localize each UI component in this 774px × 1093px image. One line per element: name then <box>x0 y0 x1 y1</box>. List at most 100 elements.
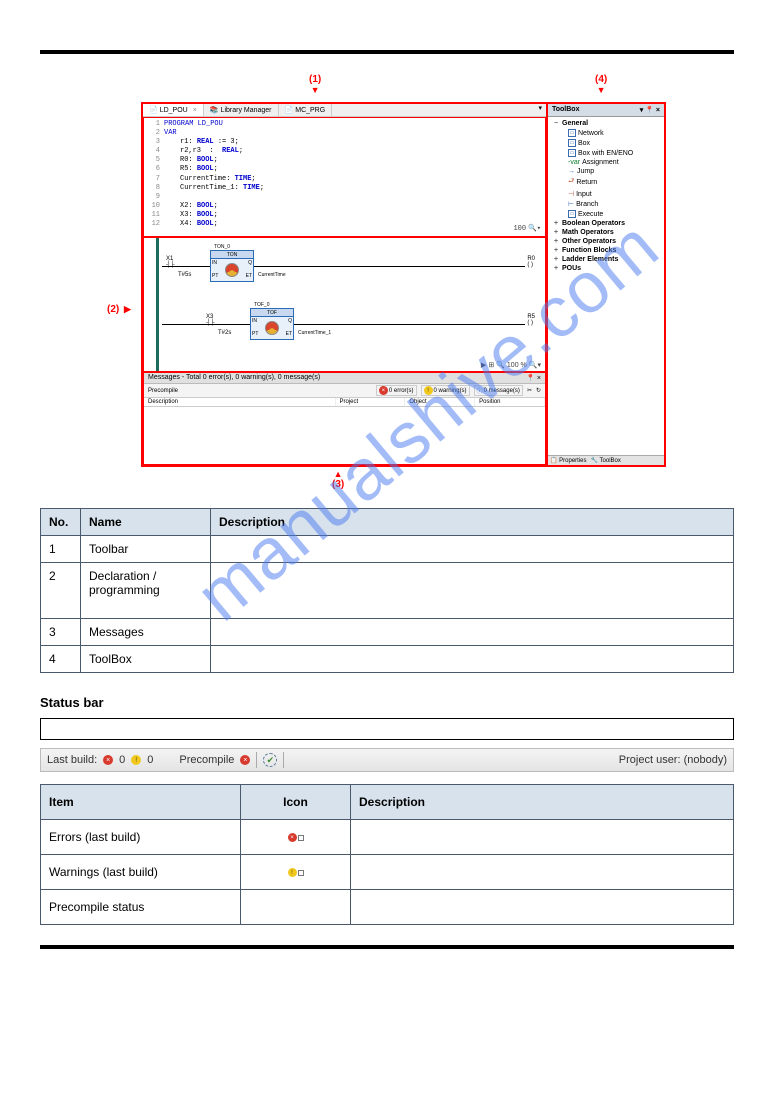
et-out: CurrentTime_1 <box>298 330 331 336</box>
col-icon: Icon <box>241 785 351 820</box>
pin-icon[interactable]: ▾ 📍 <box>640 107 654 114</box>
error-icon: × <box>240 755 250 765</box>
pt-value: T#5s <box>178 272 191 278</box>
table-row: 3Messages <box>41 619 734 646</box>
callout-1: (1) <box>309 74 321 95</box>
tab-mc-prg[interactable]: 📄 MC_PRG <box>279 104 333 116</box>
close-icon[interactable]: × <box>656 107 660 114</box>
project-user-label: Project user: (nobody) <box>619 754 727 766</box>
col-desc: Description <box>351 785 734 820</box>
toolbox-panel: ToolBox ▾ 📍 × −General ▭Network ▭Box ▭Bo… <box>547 103 665 466</box>
status-bar-heading: Status bar <box>40 695 734 710</box>
callout-3: (3) <box>332 469 344 490</box>
declaration-pane[interactable]: 1PROGRAM LD_POU 2VAR 3r1: REAL := 3; 4r2… <box>143 117 546 237</box>
messages-title: Messages - Total 0 error(s), 0 warning(s… <box>148 374 320 382</box>
error-count: 0 <box>119 754 125 766</box>
contact-x1: X1┤├ <box>166 256 175 268</box>
table-row: Errors (last build) × <box>41 820 734 855</box>
tb-network[interactable]: ▭Network <box>550 128 662 138</box>
tab-properties[interactable]: 📋 Properties <box>550 457 587 464</box>
page-bottom-rule <box>40 945 734 949</box>
file-icon: 📄 <box>149 106 158 114</box>
toolbox-title: ToolBox <box>552 106 579 114</box>
table-row: Warnings (last build) ! <box>41 855 734 890</box>
close-icon[interactable]: × <box>537 375 541 382</box>
cat-bool[interactable]: +Boolean Operators <box>550 219 662 228</box>
messages-filter[interactable]: ⓘ0 message(s) <box>474 385 523 396</box>
tb-boxen[interactable]: ▭Box with EN/ENO <box>550 148 662 158</box>
tab-dropdown-icon[interactable]: ▾ <box>534 104 546 116</box>
timer-icon <box>225 263 239 277</box>
col-item: Item <box>41 785 241 820</box>
editor-tabs: 📄 LD_POU × 📚 Library Manager 📄 MC_PRG <box>143 104 546 117</box>
fb-ton[interactable]: TON IN PT Q ET <box>210 250 254 282</box>
parts-table: No. Name Description 1Toolbar 2Declarati… <box>40 508 734 673</box>
tb-return[interactable]: ⮐Return <box>550 176 662 189</box>
cat-general[interactable]: −General <box>550 119 662 128</box>
coil-r0: R0( ) <box>527 256 535 268</box>
zoom-declaration[interactable]: 100🔍▾ <box>513 225 541 234</box>
note-box <box>40 718 734 740</box>
messages-columns: Description Project Object Position <box>144 398 545 407</box>
precompile-label: Precompile <box>179 754 234 766</box>
rung-1: TON_0 X1┤├ T#5s TON IN PT <box>162 248 537 298</box>
tb-branch[interactable]: ⊢Branch <box>550 199 662 209</box>
tb-box[interactable]: ▭Box <box>550 138 662 148</box>
tab-toolbox[interactable]: 🔧 ToolBox <box>591 457 621 464</box>
table-row: 1Toolbar <box>41 536 734 563</box>
col-desc: Description <box>211 509 734 536</box>
zoom-ladder[interactable]: ▶⊞🔍 100 %🔍▾ <box>481 361 541 369</box>
callout-4: (4) <box>595 74 607 95</box>
tb-input[interactable]: ⊣Input <box>550 189 662 199</box>
count-box <box>298 835 304 841</box>
clear-icon[interactable]: ✂ <box>527 387 532 394</box>
pin-icon[interactable]: 📍 <box>526 375 535 382</box>
refresh-icon[interactable]: ↻ <box>536 387 541 394</box>
table-row: 2Declaration / programming <box>41 563 734 619</box>
warnings-filter[interactable]: !0 warning(s) <box>421 385 470 396</box>
messages-list <box>144 407 545 464</box>
warning-icon: ! <box>131 755 141 765</box>
et-out: CurrentTime <box>258 272 286 278</box>
table-row: Precompile status <box>41 890 734 925</box>
error-icon: × <box>288 833 297 842</box>
tab-library-manager[interactable]: 📚 Library Manager <box>204 104 279 116</box>
page-top-rule <box>40 50 734 54</box>
close-icon[interactable]: × <box>193 107 197 114</box>
cat-ladder[interactable]: +Ladder Elements <box>550 255 662 264</box>
ladder-pane[interactable]: TON_0 X1┤├ T#5s TON IN PT <box>143 237 546 372</box>
pt-value: T#2s <box>218 330 231 336</box>
tb-execute[interactable]: ▭Execute <box>550 209 662 219</box>
callout-2: (2) <box>107 304 131 315</box>
count-box <box>298 870 304 876</box>
coil-r5: R5( ) <box>527 314 535 326</box>
status-items-table: Item Icon Description Errors (last build… <box>40 784 734 925</box>
tab-ld-pou[interactable]: 📄 LD_POU × <box>143 104 204 116</box>
warning-count: 0 <box>147 754 153 766</box>
contact-x3: X3┤├ <box>206 314 215 326</box>
error-icon: × <box>103 755 113 765</box>
tb-jump[interactable]: →Jump <box>550 167 662 176</box>
cat-fb[interactable]: +Function Blocks <box>550 246 662 255</box>
col-no: No. <box>41 509 81 536</box>
table-row: 4ToolBox <box>41 646 734 673</box>
ladder-rail <box>156 238 159 371</box>
rung-2: TOF_0 X3┤├ T#2s TOF IN PT <box>162 306 537 356</box>
messages-pane: Messages - Total 0 error(s), 0 warning(s… <box>143 372 546 465</box>
timer-icon <box>265 321 279 335</box>
cat-pous[interactable]: +POUs <box>550 264 662 273</box>
gear-icon: ✔ <box>263 753 277 767</box>
status-bar-figure: Last build: × 0 ! 0 Precompile × ✔ Proje… <box>40 748 734 772</box>
ide-window: 📄 LD_POU × 📚 Library Manager 📄 MC_PRG <box>141 102 666 467</box>
errors-filter[interactable]: ×0 error(s) <box>376 385 417 396</box>
cat-other[interactable]: +Other Operators <box>550 237 662 246</box>
tb-assignment[interactable]: -varAssignment <box>550 158 662 167</box>
cat-math[interactable]: +Math Operators <box>550 228 662 237</box>
lib-icon: 📚 <box>210 106 219 114</box>
warning-icon: ! <box>288 868 297 877</box>
last-build-label: Last build: <box>47 754 97 766</box>
ide-figure: (1) (4) (2) (3) 📄 LD_POU × <box>107 74 667 494</box>
file-icon: 📄 <box>285 106 294 114</box>
precompile-dropdown[interactable]: Precompile <box>148 388 178 394</box>
fb-tof[interactable]: TOF IN PT Q ET <box>250 308 294 340</box>
